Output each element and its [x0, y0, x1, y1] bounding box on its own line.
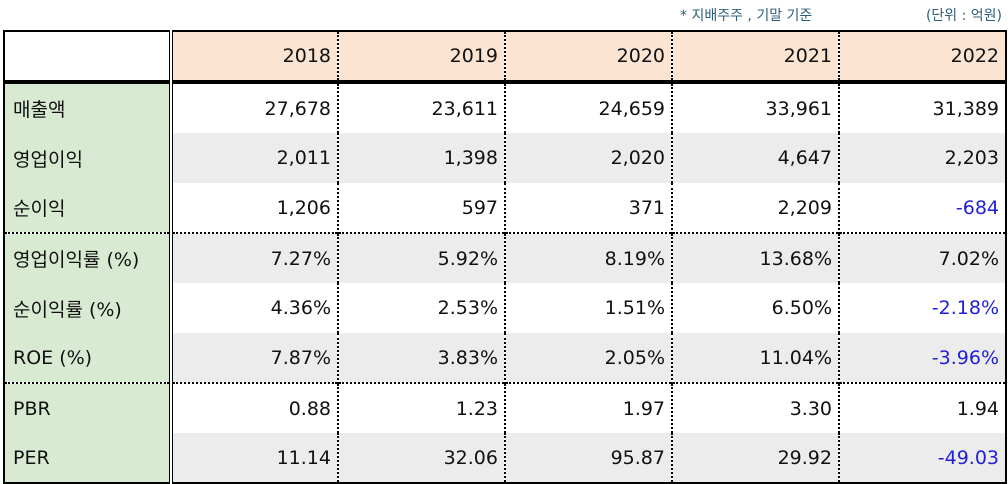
- row-label: ROE (%): [3, 333, 173, 383]
- table-cell: 29.92: [671, 433, 839, 484]
- table-cell: 2.53%: [337, 283, 505, 333]
- table-cell: 1.23: [337, 382, 505, 433]
- column-header: 2020: [504, 30, 672, 82]
- table-cell: 95.87: [504, 433, 672, 484]
- table-cell: 371: [504, 183, 672, 233]
- table-cell: 3.83%: [337, 333, 505, 383]
- table-cell: 2,203: [838, 133, 1007, 183]
- table-row: 순이익률 (%) 4.36% 2.53% 1.51% 6.50% -2.18%: [3, 283, 1007, 333]
- table-cell: 1.97: [504, 382, 672, 433]
- table-row: 영업이익률 (%) 7.27% 5.92% 8.19% 13.68% 7.02%: [3, 232, 1007, 283]
- financial-table: 2018 2019 2020 2021 2022 매출액 27,678 23,6…: [3, 30, 1007, 484]
- table-cell: 27,678: [170, 82, 338, 133]
- table-row: PBR 0.88 1.23 1.97 3.30 1.94: [3, 382, 1007, 433]
- table-cell: 1.94: [838, 382, 1007, 433]
- table-row: PER 11.14 32.06 95.87 29.92 -49.03: [3, 433, 1007, 484]
- table-cell: 7.87%: [170, 333, 338, 383]
- table-cell: 23,611: [337, 82, 505, 133]
- row-label: 순이익률 (%): [3, 283, 173, 333]
- row-label: PER: [3, 433, 173, 484]
- corner-cell: [3, 30, 173, 82]
- row-label: 순이익: [3, 183, 173, 233]
- table-cell: 24,659: [504, 82, 672, 133]
- column-header: 2022: [838, 30, 1007, 82]
- table-cell: 2.05%: [504, 333, 672, 383]
- table-cell: 3.30: [671, 382, 839, 433]
- row-label: 영업이익률 (%): [3, 232, 173, 283]
- basis-note: * 지배주주 , 기말 기준: [680, 8, 813, 24]
- table-cell: 8.19%: [504, 232, 672, 283]
- table-cell: 4.36%: [170, 283, 338, 333]
- table-cell: 33,961: [671, 82, 839, 133]
- table-cell: 11.14: [170, 433, 338, 484]
- table-cell: 32.06: [337, 433, 505, 484]
- table-cell: 7.02%: [838, 232, 1007, 283]
- table-row: 매출액 27,678 23,611 24,659 33,961 31,389: [3, 82, 1007, 133]
- header-row: 2018 2019 2020 2021 2022: [3, 30, 1007, 82]
- row-label: PBR: [3, 382, 173, 433]
- table-cell-negative: -3.96%: [838, 333, 1007, 383]
- table-cell: 2,209: [671, 183, 839, 233]
- table-row: 순이익 1,206 597 371 2,209 -684: [3, 183, 1007, 233]
- row-label: 매출액: [3, 82, 173, 133]
- table-cell: 6.50%: [671, 283, 839, 333]
- table-cell: 5.92%: [337, 232, 505, 283]
- table-cell: 2,011: [170, 133, 338, 183]
- table-cell: 1,206: [170, 183, 338, 233]
- table-cell: 11.04%: [671, 333, 839, 383]
- table-cell-negative: -684: [838, 183, 1007, 233]
- table-row: 영업이익 2,011 1,398 2,020 4,647 2,203: [3, 133, 1007, 183]
- table-cell: 1.51%: [504, 283, 672, 333]
- table-cell: 7.27%: [170, 232, 338, 283]
- table-cell: 1,398: [337, 133, 505, 183]
- table-cell: 31,389: [838, 82, 1007, 133]
- column-header: 2018: [170, 30, 338, 82]
- table-cell: 0.88: [170, 382, 338, 433]
- table-cell: 597: [337, 183, 505, 233]
- table-cell: 4,647: [671, 133, 839, 183]
- column-header: 2021: [671, 30, 839, 82]
- table-row: ROE (%) 7.87% 3.83% 2.05% 11.04% -3.96%: [3, 333, 1007, 383]
- unit-note: (단위 : 억원): [925, 8, 1002, 24]
- table-cell: 2,020: [504, 133, 672, 183]
- row-label: 영업이익: [3, 133, 173, 183]
- column-header: 2019: [337, 30, 505, 82]
- table-cell: 13.68%: [671, 232, 839, 283]
- table-cell-negative: -49.03: [838, 433, 1007, 484]
- table-cell-negative: -2.18%: [838, 283, 1007, 333]
